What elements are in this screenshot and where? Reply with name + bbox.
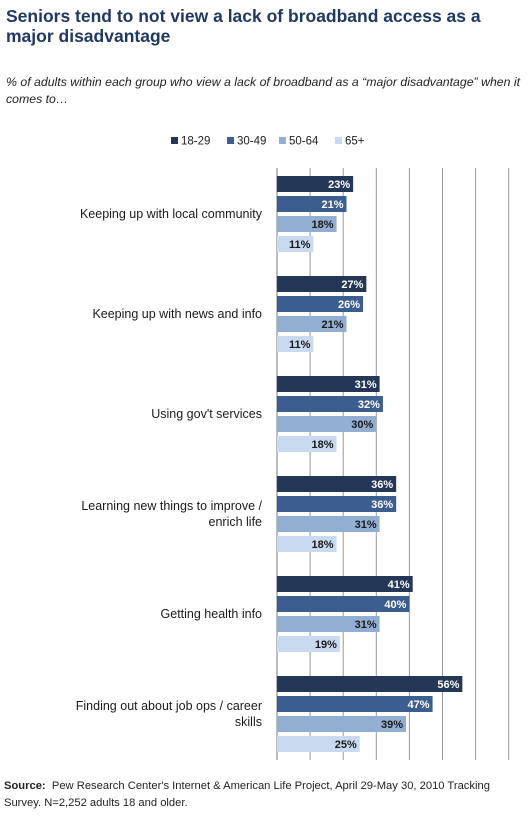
bar [277, 236, 314, 252]
bar-value-label: 18% [312, 539, 334, 551]
bar-value-label: 39% [381, 719, 403, 731]
legend-label: 50-64 [289, 136, 319, 148]
bar-value-label: 36% [371, 479, 393, 491]
legend-swatch [279, 137, 286, 144]
source-text: Pew Research Center's Internet & America… [4, 780, 490, 809]
bar [277, 736, 360, 752]
bar [277, 196, 347, 212]
bar [277, 616, 380, 632]
bar-value-label: 30% [351, 419, 373, 431]
category-label: Learning new things to improve / [81, 499, 262, 513]
category-labels: Keeping up with local community Keeping u… [76, 207, 263, 729]
bar-value-label: 18% [312, 219, 334, 231]
bar-value-label: 27% [341, 279, 363, 291]
legend-label: 30-49 [237, 136, 266, 148]
bar-value-label: 25% [335, 739, 357, 751]
bar-value-label: 31% [355, 379, 377, 391]
bar-value-label: 36% [371, 499, 393, 511]
bar-value-label: 18% [312, 439, 334, 451]
legend-swatch [171, 137, 178, 144]
bar-value-label: 47% [408, 699, 430, 711]
bar [277, 716, 407, 732]
bar-value-label: 21% [321, 319, 343, 331]
bar-value-label: 11% [289, 339, 311, 351]
bar-value-label: 56% [437, 679, 459, 691]
category-label: Getting health info [161, 607, 263, 621]
bar [277, 476, 397, 492]
bar [277, 376, 380, 392]
category-label: skills [235, 715, 262, 729]
category-label: Keeping up with news and info [92, 307, 262, 321]
bar [277, 176, 354, 192]
category-label: enrich life [209, 515, 263, 529]
bar-chart: 18-29 30-49 50-64 65+ Keeping up with local… [76, 136, 510, 760]
bar-value-label: 32% [358, 399, 380, 411]
category-label: Using gov't services [151, 407, 262, 421]
bar [277, 216, 337, 232]
bar [277, 276, 367, 292]
bar-value-label: 21% [321, 199, 343, 211]
legend-label: 65+ [345, 136, 365, 148]
bar [277, 496, 397, 512]
category-label: Finding out about job ops / career [76, 699, 262, 713]
source-label: Source: [4, 780, 46, 792]
bar [277, 516, 380, 532]
bar [277, 396, 383, 412]
bar-value-label: 23% [328, 179, 350, 191]
legend-label: 18-29 [181, 136, 210, 148]
bar [277, 696, 433, 712]
bar [277, 636, 340, 652]
bar [277, 536, 337, 552]
bar-value-label: 26% [338, 299, 360, 311]
bar [277, 416, 377, 432]
bar-value-label: 40% [384, 599, 406, 611]
bar-value-label: 31% [355, 519, 377, 531]
bar [277, 576, 413, 592]
source-note: Source: Pew Research Center's Internet &… [4, 778, 526, 812]
bar [277, 336, 314, 352]
legend-swatch [335, 137, 342, 144]
bar [277, 436, 337, 452]
chart-legend: 18-29 30-49 50-64 65+ [171, 136, 365, 148]
chart-title: Seniors tend to not view a lack of broad… [6, 6, 481, 46]
category-label: Keeping up with local community [80, 207, 263, 221]
bar-value-label: 11% [289, 239, 311, 251]
chart-gridlines [276, 168, 510, 760]
chart-subtitle: % of adults within each group who view a… [6, 75, 521, 106]
legend-swatch [227, 137, 234, 144]
bar [277, 596, 410, 612]
bar [277, 316, 347, 332]
bar-value-label: 19% [315, 639, 337, 651]
bar-value-label: 31% [355, 619, 377, 631]
chart-bars: 23%21%18%11%27%26%21%11%31%32%30%18%36%3… [277, 176, 463, 752]
bar [277, 676, 463, 692]
bar-value-label: 41% [388, 579, 410, 591]
bar [277, 296, 364, 312]
